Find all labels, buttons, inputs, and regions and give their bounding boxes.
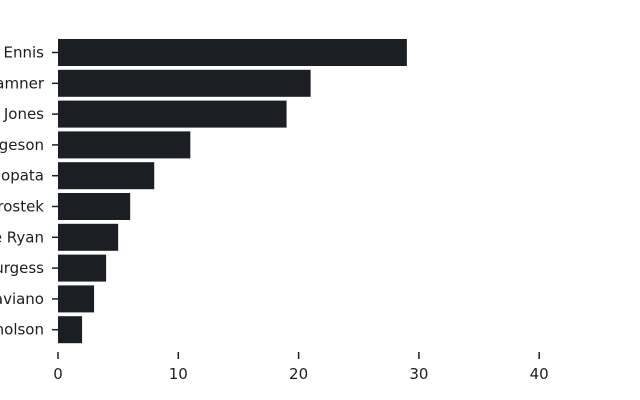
bar	[58, 69, 311, 97]
category-label: holson	[0, 321, 44, 339]
category-label: e Ryan	[0, 228, 44, 246]
x-tick-label: 10	[169, 365, 188, 383]
x-tick-label: 30	[409, 365, 428, 383]
x-tick-label: 0	[53, 365, 63, 383]
category-label: opata	[1, 167, 44, 185]
bar	[58, 100, 287, 128]
y-axis: Ennis amner Jones geson opata rostek e Ryan urg…	[0, 44, 58, 339]
category-label: aviano	[0, 290, 44, 308]
bars-group	[58, 39, 407, 344]
category-label: amner	[0, 74, 45, 92]
x-axis: 0 10 20 30 40	[53, 352, 549, 383]
bar	[58, 223, 119, 251]
category-label: Ennis	[4, 44, 45, 62]
bar	[58, 162, 155, 190]
category-label: rostek	[0, 198, 44, 216]
category-label: Jones	[3, 105, 44, 123]
x-tick-label: 20	[289, 365, 308, 383]
bar	[58, 193, 131, 220]
x-tick-label: 40	[530, 365, 549, 383]
category-label: geson	[0, 136, 44, 154]
bar	[58, 39, 407, 66]
bar	[58, 131, 191, 159]
category-label: urgess	[0, 259, 44, 277]
bar	[58, 285, 95, 313]
bar	[58, 254, 107, 282]
bar	[58, 316, 83, 344]
